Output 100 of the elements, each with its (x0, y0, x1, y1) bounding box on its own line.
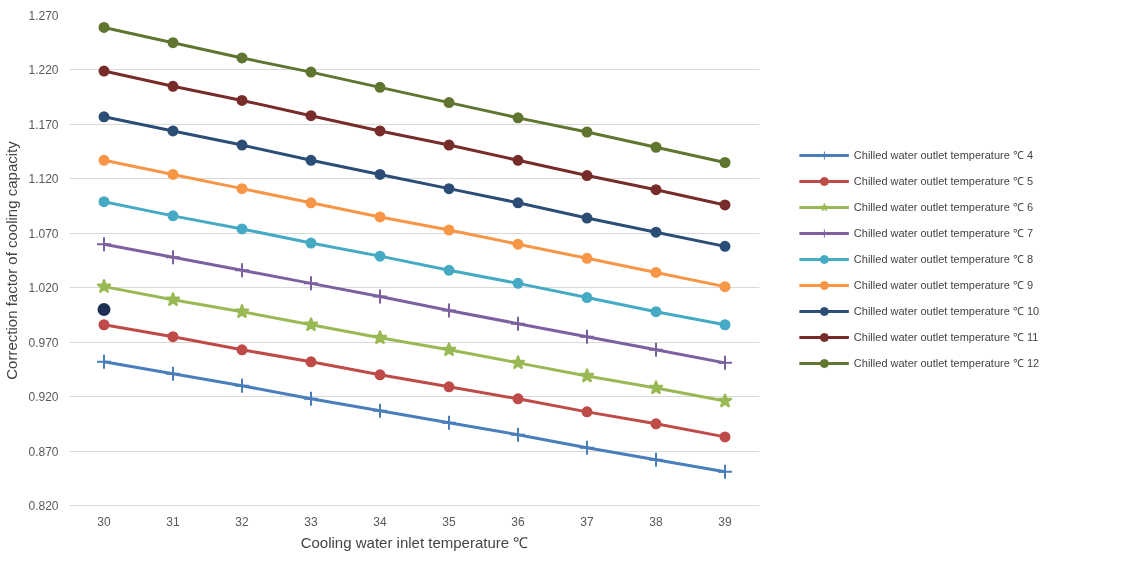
point (650, 184, 662, 196)
point (167, 37, 179, 49)
point (167, 168, 179, 180)
legend-label: Chilled water outlet temperature ℃ 4 (853, 148, 1034, 162)
point (98, 65, 110, 77)
point (719, 319, 731, 331)
point (719, 431, 731, 443)
point (719, 157, 731, 168)
x-tick-label: 38 (649, 514, 663, 529)
point (165, 249, 181, 266)
point (98, 196, 110, 208)
y-tick-label: 1.270 (28, 9, 59, 23)
point (305, 154, 317, 166)
point (236, 139, 248, 151)
point (648, 341, 664, 358)
point (717, 392, 733, 408)
point (98, 319, 110, 331)
point (579, 439, 595, 456)
y-tick-label: 0.920 (28, 390, 59, 405)
point (234, 377, 250, 394)
x-axis-title: Cooling water inlet temperature ℃ (300, 533, 529, 551)
point (443, 224, 455, 236)
point (96, 236, 112, 253)
point (305, 110, 317, 122)
x-tick-label: 30 (97, 514, 111, 529)
y-tick-label: 1.170 (28, 117, 59, 132)
y-tick-label: 0.870 (28, 444, 59, 459)
point (96, 353, 112, 370)
point (234, 303, 250, 319)
x-tick-label: 36 (511, 514, 525, 529)
point (581, 170, 593, 182)
y-tick-label: 1.220 (28, 63, 59, 78)
y-tick-label: 1.020 (28, 281, 59, 296)
point (512, 197, 524, 209)
point (648, 451, 664, 468)
point (648, 379, 664, 395)
point (303, 316, 319, 332)
point (581, 406, 593, 418)
point (650, 418, 662, 430)
point (167, 80, 179, 92)
point (374, 81, 386, 93)
legend-label: Chilled water outlet temperature ℃ 8 (853, 252, 1034, 266)
point (372, 288, 388, 305)
point (305, 197, 317, 209)
point (510, 354, 526, 370)
point (372, 329, 388, 345)
point (98, 21, 110, 33)
legend-label: Chilled water outlet temperature ℃ 9 (853, 278, 1034, 292)
point (234, 262, 250, 279)
point (512, 154, 524, 166)
point (510, 315, 526, 332)
point (98, 111, 110, 123)
point (581, 252, 593, 264)
point (96, 278, 112, 294)
point (374, 250, 386, 262)
point (510, 426, 526, 443)
point (374, 369, 386, 381)
legend-label: Chilled water outlet temperature ℃ 11 (853, 330, 1039, 344)
point (236, 52, 248, 64)
point (581, 212, 593, 224)
legend-label: Chilled water outlet temperature ℃ 5 (853, 174, 1034, 188)
point (443, 183, 455, 195)
point (579, 367, 595, 383)
point (236, 344, 248, 356)
point (374, 168, 386, 180)
point (512, 238, 524, 250)
point (717, 463, 733, 480)
point (97, 303, 111, 316)
point (372, 402, 388, 419)
point (305, 66, 317, 78)
point (719, 281, 731, 293)
point (236, 94, 248, 106)
point (579, 328, 595, 345)
point (165, 365, 181, 382)
point (167, 331, 179, 343)
point (98, 154, 110, 166)
point (441, 414, 457, 431)
point (512, 112, 524, 124)
x-tick-label: 32 (235, 514, 249, 529)
point (303, 275, 319, 292)
point (236, 223, 248, 235)
point (650, 226, 662, 238)
point (719, 199, 731, 211)
point (650, 141, 662, 153)
point (581, 292, 593, 304)
point (443, 139, 455, 151)
point (441, 341, 457, 357)
point (167, 125, 179, 137)
legend-label: Chilled water outlet temperature ℃ 7 (853, 226, 1034, 240)
point (374, 125, 386, 137)
point (441, 302, 457, 319)
point (167, 210, 179, 222)
point (650, 266, 662, 278)
point (719, 240, 731, 252)
legend-label: Chilled water outlet temperature ℃ 12 (853, 356, 1040, 370)
point (305, 356, 317, 368)
point (512, 393, 524, 405)
legend-label: Chilled water outlet temperature ℃ 10 (853, 304, 1040, 318)
point (305, 237, 317, 249)
point (303, 390, 319, 407)
